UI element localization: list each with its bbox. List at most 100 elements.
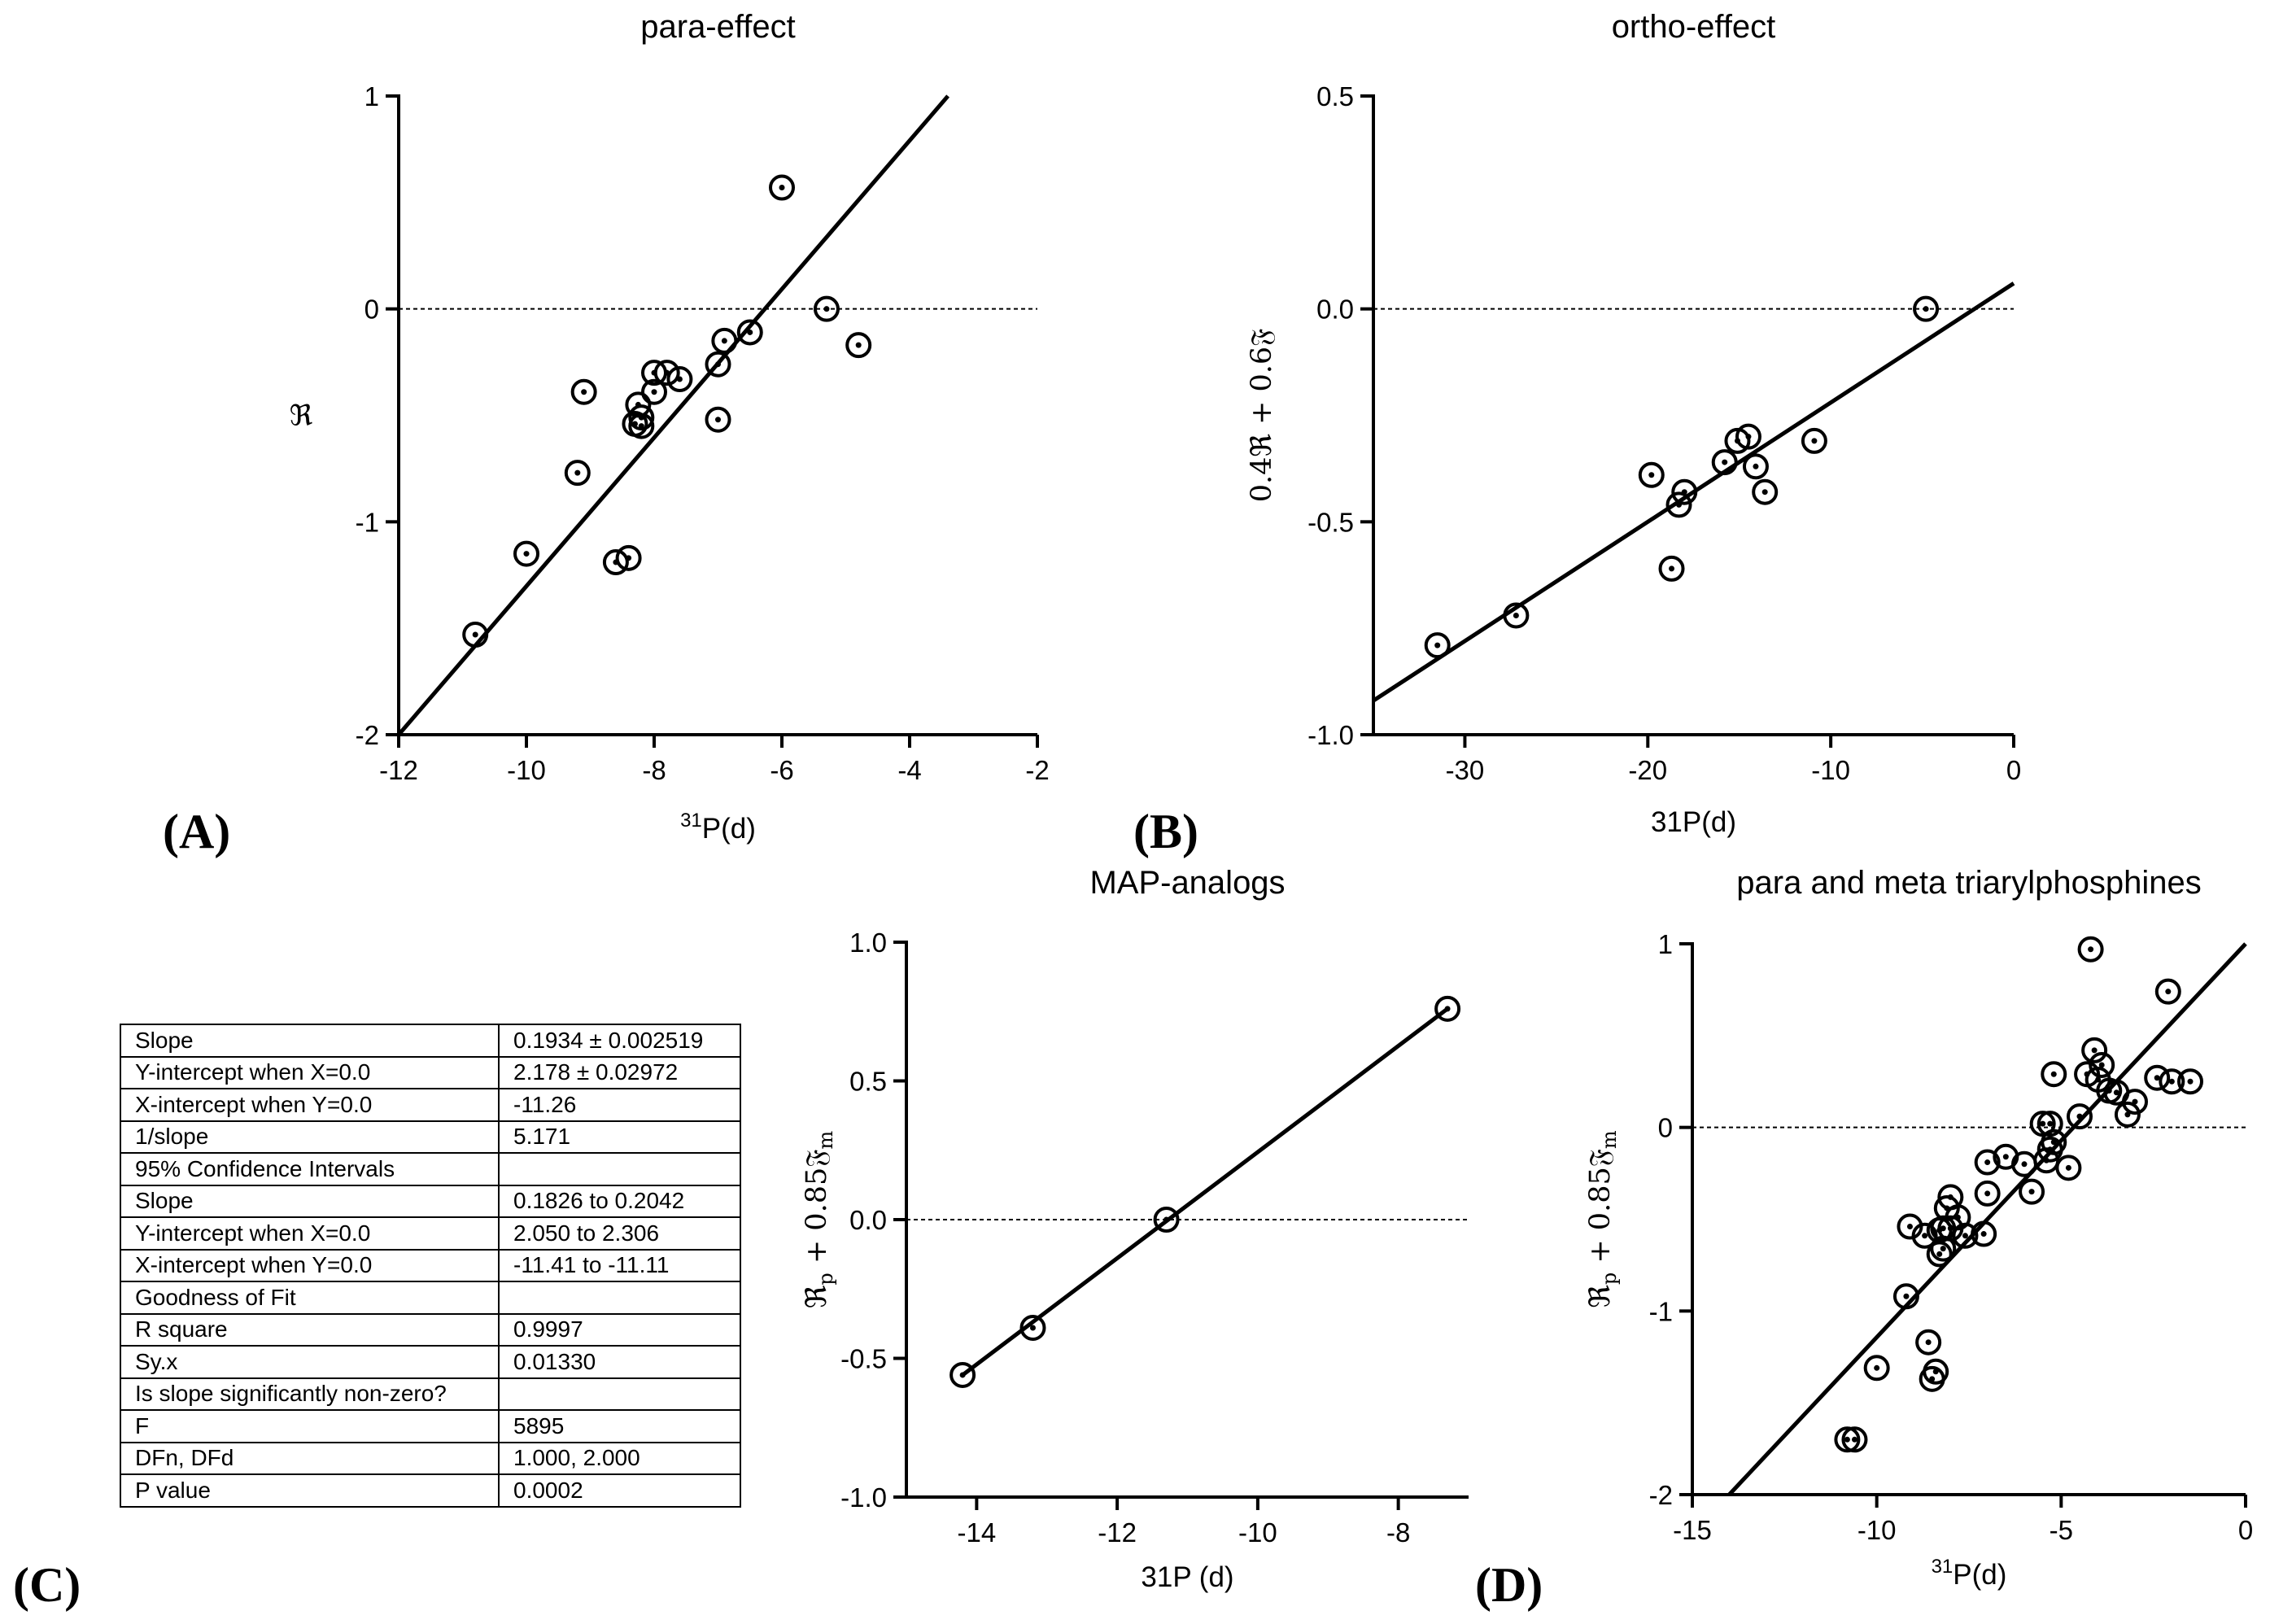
data-point — [641, 378, 667, 405]
stats-label-cell: P value — [120, 1473, 500, 1508]
y-axis-label-subscript: p — [814, 1273, 837, 1285]
data-point-center — [1874, 1364, 1880, 1371]
data-point — [1952, 1222, 1979, 1249]
x-tick-label: -10 — [1811, 755, 1850, 785]
chart-title: ortho-effect — [1612, 9, 1776, 45]
data-point — [2154, 978, 2181, 1005]
data-point-center — [2076, 1113, 2083, 1120]
stats-label-cell: X-intercept when Y=0.0 — [120, 1088, 500, 1122]
data-point-ring — [949, 1361, 976, 1388]
x-axis-label-main: P(d) — [1953, 1559, 2006, 1591]
y-axis-label: ℜp + 0.85𝔉m — [1584, 1130, 1621, 1308]
data-point — [1974, 1149, 2001, 1176]
stats-label-cell: Sy.x — [120, 1345, 500, 1379]
y-axis-label: ℜp + 0.85𝔉m — [801, 1131, 837, 1309]
data-point — [462, 622, 489, 648]
y-tick-label: -2 — [356, 720, 379, 750]
stats-value-cell — [498, 1377, 741, 1411]
stats-value-cell: -11.26 — [498, 1088, 741, 1122]
stats-row: Is slope significantly non-zero? — [120, 1377, 741, 1411]
regression-line — [1727, 942, 2247, 1496]
data-point — [2036, 1111, 2063, 1137]
data-point-center — [581, 389, 587, 395]
data-point — [1801, 427, 1827, 454]
data-point-center — [2106, 1088, 2112, 1094]
x-tick-label: -15 — [1673, 1515, 1712, 1545]
stats-row: X-intercept when Y=0.0 -11.26 — [120, 1088, 741, 1122]
data-point — [2041, 1061, 2067, 1088]
data-point-ring — [513, 540, 539, 567]
data-point-ring — [2041, 1129, 2067, 1155]
data-point-ring — [666, 366, 693, 393]
data-point — [2159, 1068, 2185, 1095]
data-point-center — [1954, 1214, 1961, 1220]
data-point — [2081, 1037, 2108, 1063]
stats-label-cell: Goodness of Fit — [120, 1281, 500, 1315]
data-point-center — [1925, 1339, 1932, 1346]
stats-label-cell: Slope — [120, 1024, 500, 1058]
data-point-ring — [1841, 1426, 1868, 1453]
data-point-ring — [2122, 1089, 2148, 1115]
data-point-ring — [615, 544, 642, 571]
chart-title: para and meta triarylphosphines — [1736, 865, 2201, 901]
data-point — [1897, 1213, 1923, 1240]
data-point-center — [855, 342, 862, 348]
y-axis-label-subscript: m — [1598, 1130, 1621, 1149]
data-point-ring — [2177, 1068, 2203, 1095]
data-point-center — [1513, 612, 1519, 618]
panel-label-D: (D) — [1475, 1558, 1543, 1612]
data-point-center — [1753, 463, 1759, 469]
data-point-ring — [602, 549, 629, 576]
stats-value-cell: 2.178 ± 0.02972 — [498, 1055, 741, 1089]
data-point-ring — [2077, 936, 2104, 963]
y-tick-label: -1 — [356, 507, 379, 537]
data-point-center — [2021, 1161, 2028, 1168]
data-point-center — [1444, 1006, 1451, 1012]
data-point — [513, 540, 539, 567]
stats-row: Slope 0.1934 ± 0.002519 — [120, 1024, 741, 1058]
data-point-center — [1962, 1233, 1968, 1239]
stats-row: Sy.x 0.01330 — [120, 1345, 741, 1379]
y-axis-label-part: 𝔉 — [801, 1150, 833, 1168]
y-axis-label: ℜ — [290, 400, 313, 433]
y-axis-label-part: ℜ — [801, 1285, 833, 1308]
data-point-ring — [1913, 295, 1940, 322]
data-point-center — [638, 423, 644, 430]
data-point-ring — [2089, 1051, 2115, 1078]
panel-label-C: (C) — [13, 1558, 81, 1612]
data-point — [769, 174, 795, 201]
data-point-center — [1940, 1225, 1946, 1232]
y-tick-label: -1.0 — [1307, 720, 1354, 750]
stats-row: DFn, DFd 1.000, 2.000 — [120, 1441, 741, 1475]
data-point — [602, 549, 629, 576]
x-tick-label: -2 — [1025, 755, 1049, 785]
data-point-center — [2047, 1120, 2054, 1127]
data-point-center — [2028, 1189, 2035, 1195]
regression-stats-body: Slope 0.1934 ± 0.002519 Y-intercept when X… — [120, 1024, 741, 1508]
data-point-center — [2168, 1078, 2175, 1085]
data-point-ring — [1658, 555, 1685, 582]
data-point-center — [1722, 459, 1728, 465]
data-point-center — [2002, 1154, 2009, 1160]
data-point — [570, 378, 597, 405]
data-point — [813, 295, 840, 322]
data-point-center — [1851, 1436, 1857, 1443]
data-point-ring — [1801, 427, 1827, 454]
data-point — [2089, 1051, 2115, 1078]
data-point-center — [2050, 1071, 2057, 1077]
data-point-center — [1984, 1190, 1991, 1197]
data-point-center — [1811, 438, 1818, 444]
data-point — [564, 460, 591, 487]
data-point-ring — [2019, 1178, 2045, 1205]
chart-B: ortho-effect -30 -20 -10 0 -1.0 -0.5 0.0 0.5 31P(… — [1246, 9, 2021, 838]
data-point-ring — [1834, 1426, 1861, 1453]
data-point — [1971, 1220, 1997, 1247]
data-point-center — [2088, 946, 2094, 953]
y-axis-label: 0.4ℜ + 0.6𝔉 — [1246, 329, 1278, 503]
regression-line — [397, 94, 949, 736]
data-point-ring — [769, 174, 795, 201]
data-point — [1711, 449, 1738, 476]
data-point — [1424, 632, 1451, 659]
